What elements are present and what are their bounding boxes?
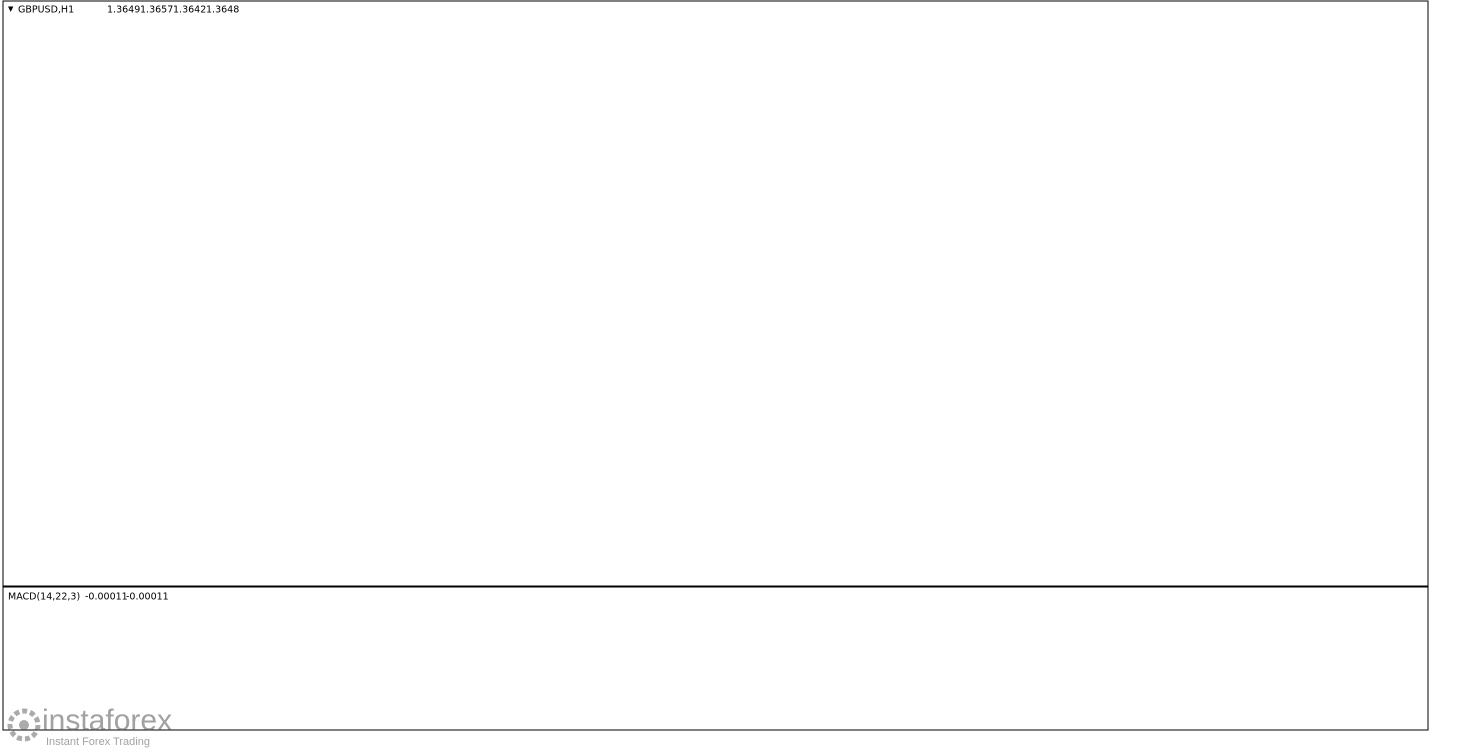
symbol-arrow: ▼ xyxy=(8,5,14,13)
bar-close: 1.3648 xyxy=(206,5,239,16)
watermark-tagline: Instant Forex Trading xyxy=(46,736,150,748)
bar-low: 1.3642 xyxy=(173,5,206,16)
watermark: instaforex Instant Forex Trading xyxy=(7,704,172,748)
symbol-title: GBPUSD,H1 xyxy=(18,5,74,16)
watermark-brand: instaforex xyxy=(42,704,172,737)
watermark-gear-hub xyxy=(19,720,29,730)
macd-hist-value: -0.00011 xyxy=(85,592,128,603)
macd-title: MACD(14,22,3) xyxy=(8,592,80,603)
bar-open: 1.3649 xyxy=(107,5,140,16)
bar-high: 1.3657 xyxy=(140,5,173,16)
price-panel-frame xyxy=(2,0,1429,587)
macd-panel-frame xyxy=(2,586,1429,731)
macd-signal-value: -0.00011 xyxy=(126,592,169,603)
watermark-gear xyxy=(7,708,41,742)
